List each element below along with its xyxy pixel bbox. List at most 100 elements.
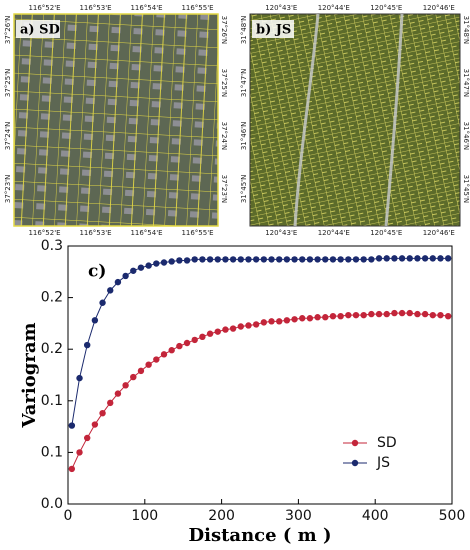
data-point — [406, 309, 413, 317]
lat-label: 37°25'N — [220, 69, 228, 97]
data-point — [421, 310, 429, 318]
data-point — [268, 318, 275, 325]
lon-label: 120°44'E — [318, 229, 350, 237]
lon-label: 116°52'E — [28, 229, 60, 237]
data-point — [383, 310, 390, 318]
data-point — [398, 255, 406, 262]
data-point — [153, 260, 160, 267]
data-point — [199, 256, 206, 263]
panel-label-bg — [16, 20, 60, 38]
data-point — [414, 255, 421, 262]
data-point — [406, 255, 413, 262]
data-point — [291, 256, 298, 263]
data-point — [329, 256, 337, 263]
legend-label: SD — [377, 435, 397, 451]
lon-label: 120°43'E — [265, 4, 297, 12]
data-point — [237, 323, 244, 330]
data-point — [444, 312, 452, 320]
lon-label: 116°53'E — [79, 4, 111, 12]
data-point — [176, 342, 183, 350]
data-point — [183, 257, 191, 264]
data-point — [368, 310, 375, 318]
data-point — [191, 256, 198, 263]
data-point — [299, 315, 306, 322]
legend-marker — [351, 439, 359, 447]
lat-label: 37°26'N — [4, 16, 12, 44]
plot-frame — [67, 245, 453, 505]
y-tick-label: 0.0 — [41, 496, 63, 512]
data-point — [398, 309, 406, 317]
data-point — [107, 287, 114, 294]
lat-label: 37°23'N — [4, 175, 12, 203]
data-point — [421, 255, 429, 262]
lon-label: 120°46'E — [423, 229, 455, 237]
lon-label: 116°53'E — [79, 229, 111, 237]
data-point — [360, 311, 367, 319]
data-point — [429, 255, 436, 262]
data-point — [391, 255, 398, 262]
data-point — [329, 312, 337, 320]
data-point — [444, 255, 452, 262]
data-point — [306, 315, 314, 322]
data-point — [137, 367, 145, 375]
panel-label-bg — [252, 20, 294, 38]
data-point — [337, 256, 344, 263]
data-point — [114, 278, 122, 286]
data-point — [76, 449, 83, 456]
data-point — [168, 347, 175, 354]
data-point — [199, 333, 206, 341]
data-point — [283, 317, 291, 324]
y-tick-label: 0.2 — [41, 341, 63, 357]
data-point — [183, 339, 191, 347]
data-point — [76, 374, 83, 382]
lat-label: 37°25'N — [4, 69, 12, 97]
y-tick-label: 0.1 — [41, 444, 63, 460]
data-point — [260, 319, 268, 326]
series-line — [71, 257, 449, 426]
data-point — [168, 258, 175, 265]
panel-label: c) — [88, 262, 106, 282]
lat-label: 37°24'N — [220, 122, 228, 150]
data-point — [299, 256, 306, 263]
data-point — [260, 256, 268, 263]
map-sd — [13, 13, 219, 227]
data-point — [276, 256, 283, 263]
y-tick-label: 0.3 — [41, 238, 63, 254]
lat-label: 37°23'N — [220, 175, 228, 203]
data-point — [375, 255, 383, 262]
y-tick-label: 0.1 — [41, 393, 63, 409]
lon-label: 116°55'E — [181, 229, 213, 237]
data-point — [437, 255, 444, 262]
data-point — [222, 256, 229, 263]
legend-marker — [351, 459, 359, 467]
data-point — [352, 311, 360, 319]
data-point — [145, 361, 152, 368]
data-point — [229, 256, 237, 263]
data-point — [437, 311, 444, 319]
data-point — [206, 256, 214, 263]
data-point — [153, 356, 160, 363]
x-tick-label: 500 — [439, 508, 466, 524]
lat-label: 37°26'N — [220, 16, 228, 44]
data-point — [252, 256, 260, 263]
data-point — [414, 310, 421, 318]
data-point — [99, 409, 106, 417]
data-point — [306, 256, 314, 263]
lon-label: 120°44'E — [318, 4, 350, 12]
lat-label: 31°48'N — [240, 16, 248, 44]
data-point — [314, 314, 321, 321]
data-point — [368, 256, 375, 263]
data-point — [245, 322, 252, 329]
lat-label: 31°48'N — [462, 16, 470, 44]
data-point — [84, 434, 91, 442]
data-point — [176, 257, 183, 264]
data-point — [337, 312, 344, 320]
data-point — [375, 310, 383, 318]
data-point — [68, 465, 76, 473]
data-point — [276, 318, 283, 325]
data-point — [122, 272, 129, 280]
lat-label: 31°45'N — [462, 175, 470, 203]
data-point — [252, 321, 260, 328]
data-point — [383, 255, 390, 262]
map-js — [249, 13, 461, 227]
